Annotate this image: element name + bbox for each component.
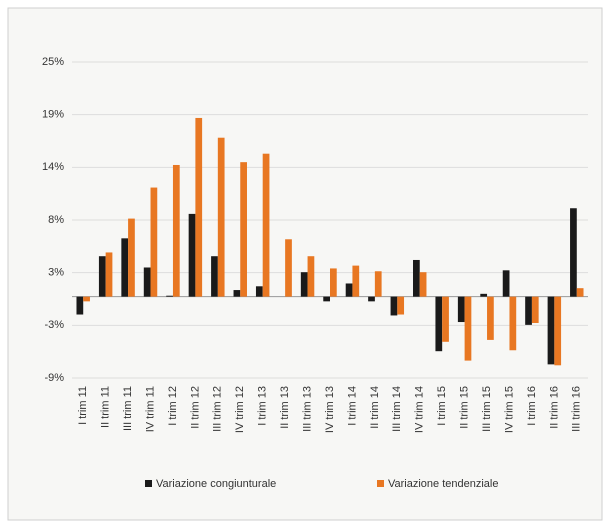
bar (150, 187, 158, 297)
x-tick-label: II trim 13 (279, 386, 291, 429)
x-tick-label: IV trim 12 (234, 386, 246, 433)
x-tick-label: I trim 16 (526, 386, 538, 426)
y-tick-label: -3% (44, 319, 64, 331)
bar (300, 272, 308, 297)
bar (374, 271, 382, 297)
bar (352, 265, 360, 297)
x-tick-label: II trim 12 (189, 386, 201, 429)
bar (547, 296, 555, 365)
x-tick-label: I trim 11 (77, 386, 89, 425)
x-tick-label: III trim 11 (122, 386, 134, 431)
x-tick-label: III trim 12 (212, 386, 224, 432)
bar (262, 153, 270, 297)
bar (98, 256, 106, 297)
y-tick-label: 8% (48, 214, 64, 226)
bar (323, 296, 330, 302)
chart-frame (7, 7, 603, 521)
bar (255, 286, 263, 297)
bar (188, 213, 196, 297)
y-tick-label: 19% (42, 109, 64, 121)
bar (464, 296, 472, 361)
bar (442, 296, 449, 342)
bar (211, 256, 218, 297)
x-tick-label: III trim 13 (301, 386, 313, 432)
bar (105, 252, 113, 297)
x-tick-label: III trim 16 (571, 386, 583, 432)
x-tick-label: II trim 15 (459, 386, 471, 429)
x-tick-label: I trim 13 (257, 386, 269, 426)
bar (554, 296, 562, 366)
bar (531, 296, 539, 323)
x-tick-label: I trim 15 (436, 386, 448, 426)
bar (457, 296, 465, 323)
x-tick-label: II trim 11 (100, 386, 112, 428)
legend-label: Variazione congiunturale (156, 478, 276, 490)
bar (172, 164, 180, 297)
y-tick-label: 14% (42, 161, 64, 173)
bar (576, 288, 584, 297)
bar (233, 290, 241, 297)
x-tick-label: IV trim 11 (144, 386, 156, 432)
bar (502, 270, 510, 297)
bar (413, 259, 420, 297)
bar (330, 268, 337, 297)
bar (487, 296, 494, 340)
bar (345, 283, 353, 297)
y-tick-label: 25% (42, 56, 64, 68)
bar (509, 296, 517, 351)
bar (143, 267, 151, 297)
bar (525, 296, 532, 325)
x-tick-label: IV trim 14 (414, 386, 426, 433)
bar (83, 296, 90, 302)
bar (419, 272, 427, 297)
x-tick-label: III trim 15 (481, 386, 493, 432)
legend-swatch (145, 480, 152, 487)
bar (240, 162, 247, 297)
x-tick-label: III trim 14 (391, 386, 403, 432)
x-tick-label: II trim 16 (548, 386, 560, 429)
y-tick-label: -9% (44, 372, 64, 384)
x-tick-label: II trim 14 (369, 386, 381, 429)
x-tick-label: IV trim 15 (503, 386, 515, 433)
bar (128, 218, 135, 297)
bar (307, 256, 315, 297)
bar (570, 208, 577, 297)
bar (368, 296, 375, 302)
y-tick-label: 3% (48, 267, 64, 279)
bar (390, 296, 398, 316)
bar (480, 293, 488, 297)
bar (435, 296, 443, 352)
bar (121, 238, 129, 297)
bar (397, 296, 405, 315)
bar (166, 295, 173, 297)
x-tick-label: I trim 12 (167, 386, 179, 426)
bar (195, 117, 203, 297)
bar (285, 239, 292, 297)
legend-label: Variazione tendenziale (388, 478, 498, 490)
bar (217, 137, 225, 297)
x-tick-label: I trim 14 (346, 386, 358, 426)
legend-swatch (377, 480, 384, 487)
x-tick-label: IV trim 13 (324, 386, 336, 433)
bar (76, 296, 84, 315)
